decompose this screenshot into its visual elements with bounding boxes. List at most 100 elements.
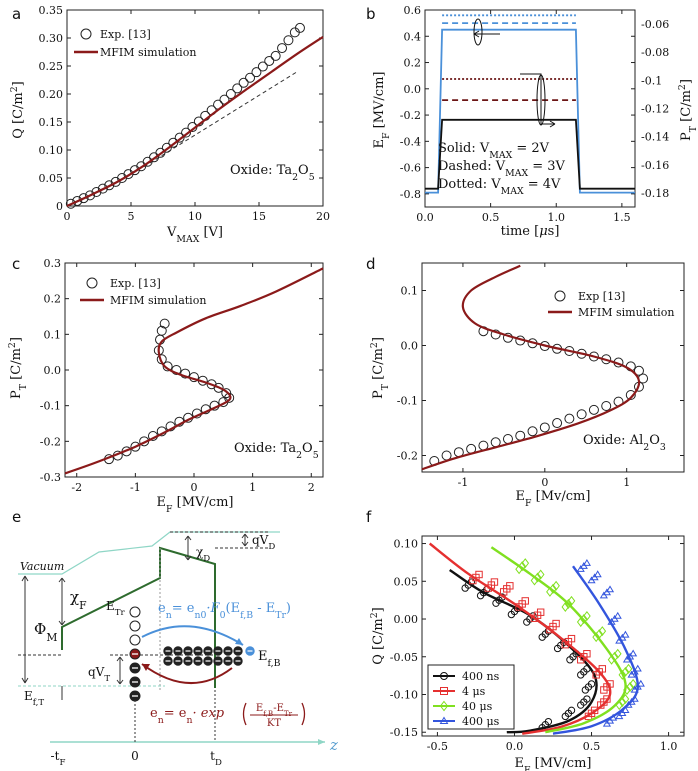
- panel-c-sim-line: [64, 267, 324, 475]
- panel-label-e: e: [12, 508, 21, 526]
- panel-b-text-line: Dashed: VMAX = 3V: [438, 159, 566, 179]
- panel-a-exp-point: [161, 142, 172, 153]
- panel-f-point: [561, 601, 570, 612]
- panel-f-point: [567, 595, 576, 606]
- panel-d-ytick-label-part: -0.1: [397, 395, 418, 408]
- panel-a-exp-point: [174, 132, 185, 143]
- panel-f-point: [598, 665, 607, 673]
- panel-a-ylabel-part: ]: [11, 81, 26, 86]
- panel-f-point: [626, 681, 634, 692]
- panel-d-exp-point: [441, 450, 452, 461]
- panel-c-xlabel: EF [MV/cm]: [157, 495, 234, 515]
- panel-f-point: [552, 580, 560, 591]
- panel-a-guide-line: [143, 71, 298, 168]
- diagram-eft-label: Ef,T: [24, 689, 44, 708]
- diagram-tick-td-part: t: [210, 749, 215, 763]
- panel-f-point: [567, 634, 576, 643]
- panel-a-exp-point: [91, 187, 102, 197]
- diagram-qvt-label-part: qV: [88, 665, 105, 679]
- diagram-eq-red-numerator-part: -E: [273, 703, 284, 714]
- panel-c-xlabel-part: F: [166, 504, 173, 515]
- diagram-qvt-label-part: T: [104, 674, 110, 684]
- panel-f-xtick-label-part: 0.0: [506, 740, 524, 753]
- panel-c-xtick-label: -2: [71, 481, 82, 494]
- panel-label-c: c: [12, 255, 20, 273]
- panel-b-text-line-part: MAX: [501, 186, 524, 197]
- panel-c-ytick-label: 0.1: [44, 328, 62, 341]
- diagram-eq-blue-part: - E: [253, 601, 275, 616]
- panel-f-ytick-label: 0.10: [394, 538, 419, 551]
- panel-a-sim-line: [66, 35, 324, 207]
- panel-d-ytick-label: -0.1: [397, 395, 418, 408]
- panel-a-legend-sim-label: MFIM simulation: [100, 46, 196, 59]
- diagram-eq-blue-part: e: [158, 601, 166, 616]
- panel-label-b: b: [366, 5, 376, 23]
- panel-a-xtick-label: 20: [316, 210, 330, 223]
- panel-f-frame: [421, 535, 685, 737]
- panel-f-point: [583, 650, 591, 658]
- panel-d-exp-point: [633, 365, 644, 376]
- diagram-eq-red-denominator-part: KT: [267, 718, 281, 729]
- panel-f-point: [605, 585, 615, 593]
- diagram-eq-red-numerator-part: Tr: [284, 709, 293, 718]
- panel-d-ylabel-part: ]: [371, 337, 386, 342]
- panel-f-ylabel-part: Q [C/m: [371, 618, 386, 665]
- panel-d-xlabel-part: [Mv/cm]: [532, 489, 591, 504]
- panel-d-exp-point: [527, 426, 538, 437]
- panel-f-point: [621, 693, 630, 705]
- panel-d-ylabel-part: [C/m: [371, 348, 386, 384]
- diagram-red-arrowhead: [142, 664, 150, 671]
- panel-b-ytick-label: -0.6: [400, 162, 421, 175]
- panel-b-ytick-label: 0.6: [404, 4, 422, 17]
- diagram-eq-blue-part: Tr: [275, 610, 286, 621]
- panel-a-xtick-label: 15: [252, 210, 266, 223]
- panel-a-ytick-label-part: 0.10: [39, 144, 64, 157]
- panel-d-annotation: Oxide: Al2O3: [583, 433, 666, 453]
- panel-c-xtick-label-part: 0: [191, 481, 198, 494]
- panel-f-point: [633, 664, 642, 672]
- panel-b-ytick-label-part: -0.2: [400, 109, 421, 122]
- panel-f-point: [587, 680, 596, 688]
- panel-f-point: [518, 561, 527, 572]
- panel-f-ytick-label: -0.05: [390, 651, 418, 664]
- panel-d-xlabel: EF [Mv/cm]: [516, 489, 591, 509]
- panel-f-point: [621, 630, 630, 638]
- panel-c-ytick-label: -0.1: [40, 400, 61, 413]
- panel-f-legend-label: 400 μs: [462, 715, 500, 728]
- panel-d-exp-point: [588, 351, 599, 362]
- panel-f-xlabel-part: [MV/cm]: [531, 756, 592, 771]
- diagram-eq-red-part: e: [150, 706, 158, 721]
- diagram-eq-blue-part: f,B: [240, 610, 253, 621]
- panel-f-ytick-label-part: -0.10: [390, 688, 418, 701]
- panel-b-arrow-pt: [520, 73, 556, 128]
- panel-a-ytick-label: 0: [56, 200, 63, 213]
- panel-f-legend-label-part: 40 μs: [462, 700, 493, 713]
- panel-b-xlabel-part: μ: [539, 224, 547, 239]
- panel-f-point: [618, 669, 627, 680]
- panel-d-exp-point: [576, 409, 587, 420]
- panel-c-exp-point: [180, 368, 191, 379]
- diagram-eq-red-part: n: [158, 715, 164, 726]
- diagram-tick-td-part: D: [215, 758, 222, 768]
- panel-f-legend-marker: [440, 672, 448, 680]
- panel-c-exp-point: [162, 361, 173, 372]
- panel-a-exp-point: [251, 67, 262, 78]
- panel-b-ytick-label-part: -0.6: [400, 162, 421, 175]
- panel-f-xtick-label: 0.0: [506, 740, 524, 753]
- panel-c-annotation: Oxide: Ta2O5: [234, 441, 319, 461]
- panel-f-line: [552, 565, 640, 735]
- panel-a-exp-point: [245, 72, 256, 83]
- panel-b-text-line-part: Dotted: V: [438, 177, 501, 192]
- panel-b-ytick-label-part: 0.0: [404, 83, 422, 96]
- panel-c-ylabel: PT [C/m2]: [7, 337, 29, 399]
- panel-b-arrow-ef: [473, 30, 500, 38]
- panel-f-point: [567, 706, 576, 715]
- panel-f-point: [521, 597, 529, 605]
- panel-d-sim-line: [421, 264, 641, 471]
- diagram-etr-label: ETr: [106, 599, 126, 618]
- panel-d-xtick-label-part: -1: [458, 476, 469, 489]
- diagram-eq-red: en= en· exp: [150, 706, 225, 726]
- panel-f-line: [449, 568, 598, 734]
- panel-c-ylabel-part: 2: [7, 342, 18, 348]
- panel-d-legend-sim-label: MFIM simulation: [578, 306, 674, 319]
